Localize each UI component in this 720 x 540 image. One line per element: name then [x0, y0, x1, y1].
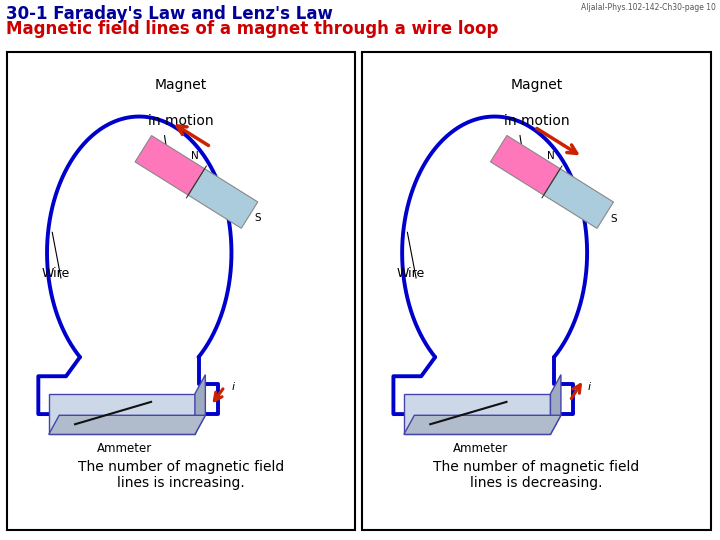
- Bar: [362, 52, 711, 530]
- Polygon shape: [404, 415, 561, 434]
- Text: Wire: Wire: [42, 267, 70, 280]
- Polygon shape: [188, 168, 258, 228]
- Text: S: S: [611, 213, 617, 224]
- Text: in motion: in motion: [504, 114, 570, 128]
- Polygon shape: [544, 168, 613, 228]
- Polygon shape: [404, 394, 551, 434]
- Polygon shape: [49, 394, 195, 434]
- Text: Magnet: Magnet: [155, 78, 207, 92]
- Text: S: S: [255, 213, 261, 224]
- Text: N: N: [192, 151, 199, 160]
- Polygon shape: [195, 375, 205, 434]
- Text: Magnet: Magnet: [510, 78, 562, 92]
- Polygon shape: [135, 136, 204, 195]
- Text: The number of magnetic field
lines is increasing.: The number of magnetic field lines is in…: [78, 460, 284, 490]
- Polygon shape: [490, 136, 560, 195]
- Polygon shape: [49, 415, 205, 434]
- Text: 30-1 Faraday's Law and Lenz's Law: 30-1 Faraday's Law and Lenz's Law: [6, 5, 333, 23]
- Bar: [7, 52, 355, 530]
- Text: i: i: [232, 382, 235, 392]
- Text: Ammeter: Ammeter: [453, 442, 508, 455]
- Text: Magnetic field lines of a magnet through a wire loop: Magnetic field lines of a magnet through…: [6, 20, 498, 38]
- Text: N: N: [547, 151, 554, 160]
- Text: Wire: Wire: [397, 267, 425, 280]
- Text: Ammeter: Ammeter: [97, 442, 153, 455]
- Text: i: i: [588, 382, 590, 392]
- Text: in motion: in motion: [148, 114, 214, 128]
- Text: Aljalal-Phys.102-142-Ch30-page 10: Aljalal-Phys.102-142-Ch30-page 10: [581, 3, 716, 12]
- Polygon shape: [551, 375, 561, 434]
- Text: The number of magnetic field
lines is decreasing.: The number of magnetic field lines is de…: [433, 460, 639, 490]
